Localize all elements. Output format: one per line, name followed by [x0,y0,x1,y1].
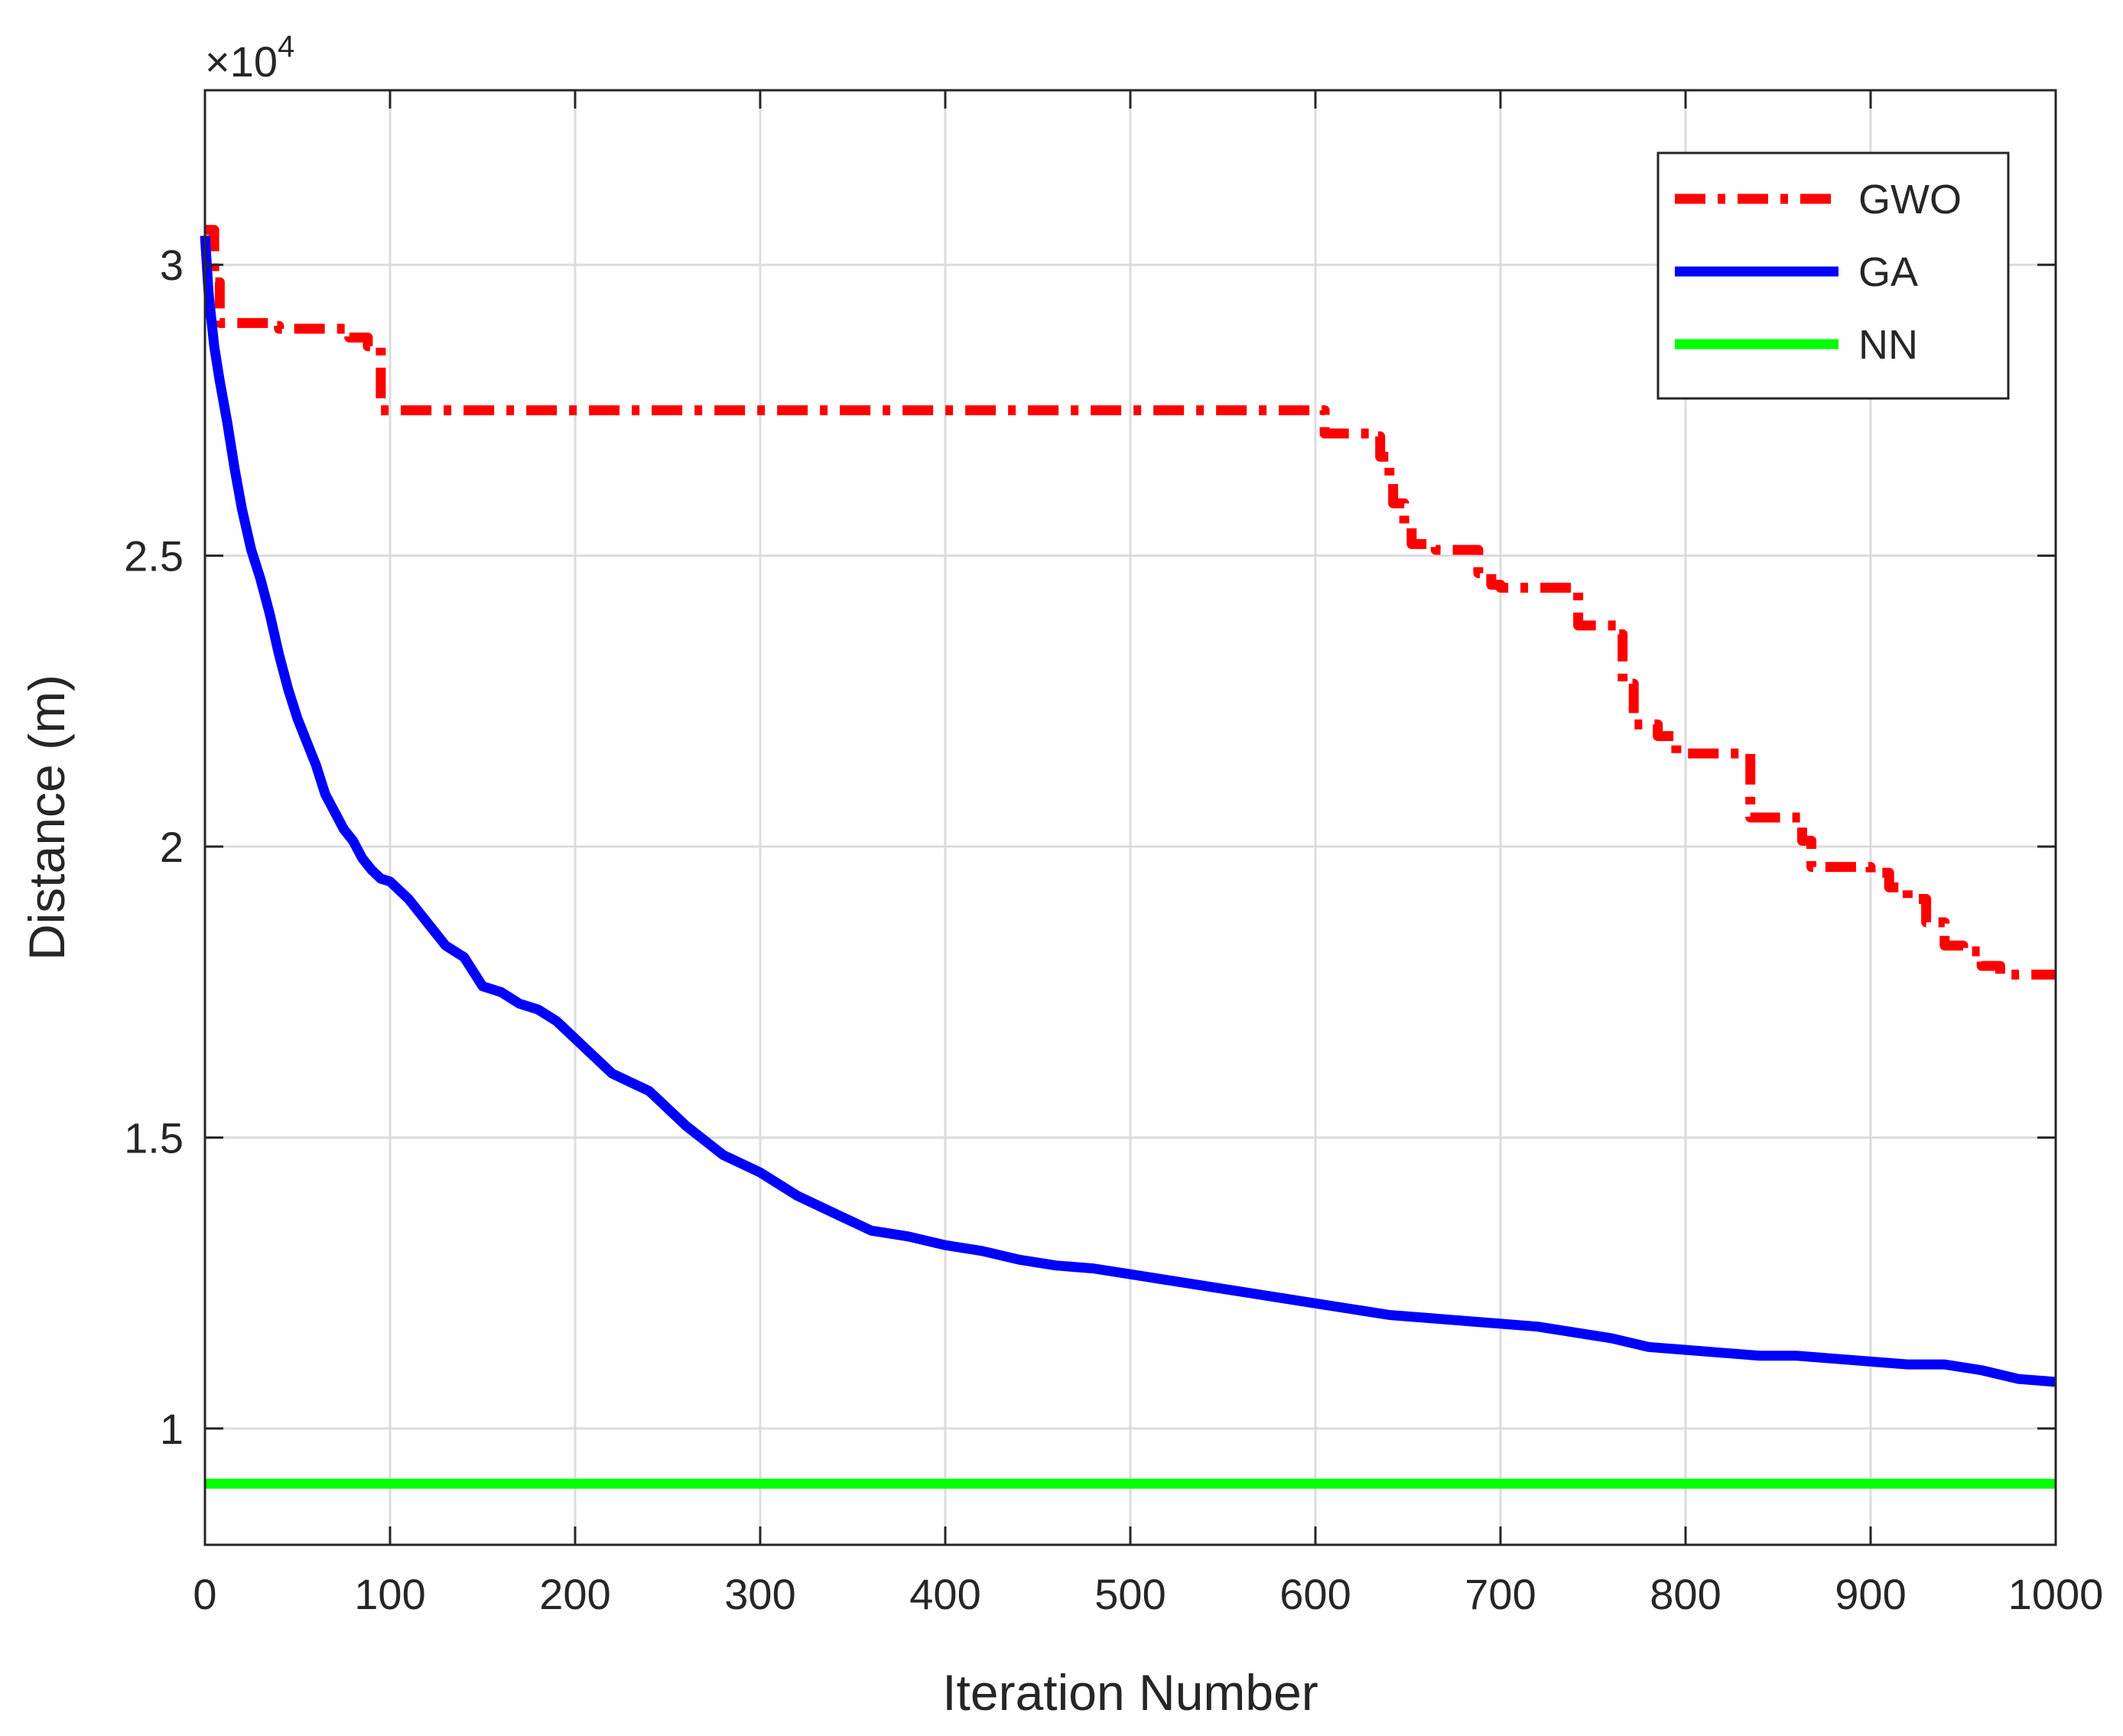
x-tick-label: 700 [1465,1570,1536,1618]
x-tick-label: 100 [354,1570,425,1618]
x-tick-label: 400 [909,1570,980,1618]
y-tick-label: 1.5 [124,1113,184,1162]
series-line-gwo [205,225,2056,980]
legend: GWO GA NN [1656,151,2010,400]
x-tick-label: 900 [1835,1570,1906,1618]
x-tick-label: 300 [724,1570,795,1618]
x-tick-label: 200 [539,1570,610,1618]
y-tick-label: 2.5 [124,532,184,580]
ticks [203,90,2057,1545]
tick-labels: 0 100 200 300 400 500 600 700 800 900 1000 1 1.5 2 2.5… [124,241,2103,1618]
x-axis-title: Iteration Number [942,1664,1318,1721]
y-tick-label: 2 [160,823,184,871]
legend-label-ga: GA [1858,249,1918,295]
legend-label-nn: NN [1858,322,1918,368]
x-tick-label: 500 [1094,1570,1166,1618]
series-line-ga [200,235,2056,1387]
y-multiplier-base: ×10 [205,37,278,86]
x-tick-label: 800 [1650,1570,1721,1618]
y-multiplier-label: ×104 [205,30,294,86]
y-tick-label: 1 [160,1405,184,1453]
x-tick-label: 0 [193,1570,216,1618]
y-multiplier-exponent: 4 [278,30,294,63]
legend-label-gwo: GWO [1858,177,1962,223]
series-layer [200,225,2056,1489]
y-tick-label: 3 [160,241,184,289]
x-tick-label: 600 [1279,1570,1351,1618]
y-axis-title: Distance (m) [18,675,75,961]
x-tick-label: 1000 [2008,1570,2104,1618]
